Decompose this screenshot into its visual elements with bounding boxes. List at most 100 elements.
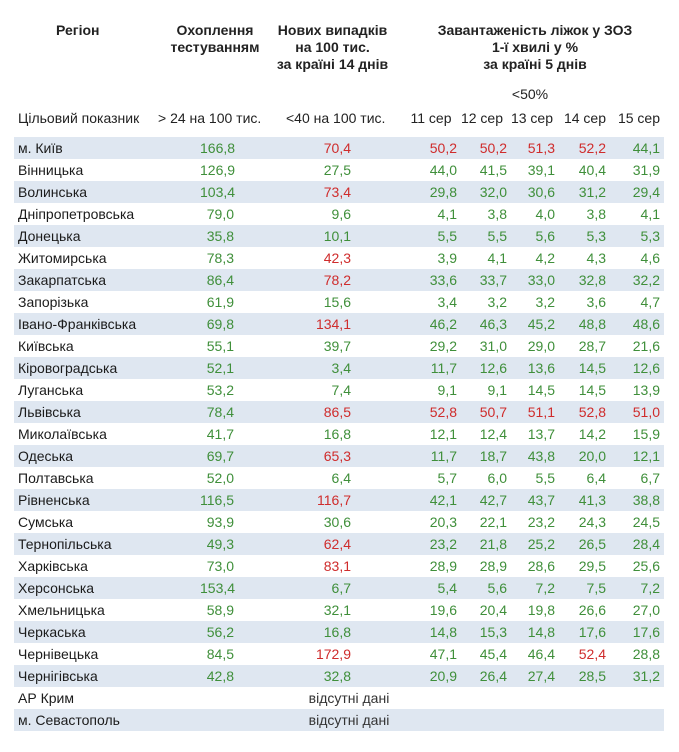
bed-occupancy-value: 5,5 (437, 228, 457, 244)
bed-occupancy-value: 28,9 (479, 558, 507, 574)
bed-occupancy-value: 24,5 (632, 514, 660, 530)
bed-occupancy-value: 28,8 (632, 646, 660, 662)
bed-occupancy-value: 29,8 (429, 184, 457, 200)
table-row: Сумська 93,9 30,6 20,3 22,1 23,2 24,3 24,5 (14, 511, 664, 533)
bed-occupancy-value: 41,3 (578, 492, 606, 508)
new-cases-value: 39,7 (323, 338, 351, 354)
table-row: Луганська 53,2 7,4 9,1 9,1 14,5 14,5 13,9 (14, 379, 664, 401)
testing-value: 93,9 (206, 514, 234, 530)
table-row: Кіровоградська 52,1 3,4 11,7 12,6 13,6 14,5 12,… (14, 357, 664, 379)
table-body: м. Київ 166,8 70,4 50,2 50,2 51,3 52,2 44,1 Вінн… (14, 137, 664, 731)
bed-occupancy-value: 3,9 (437, 250, 457, 266)
bed-occupancy-value: 51,0 (632, 404, 660, 420)
testing-value: 153,4 (200, 580, 236, 596)
bed-occupancy-value: 31,2 (578, 184, 606, 200)
region-name: Херсонська (18, 580, 95, 596)
bed-occupancy-value: 43,7 (527, 492, 555, 508)
header-cases-line: за країні 14 днів (276, 56, 389, 72)
bed-occupancy-value: 41,5 (479, 162, 507, 178)
bed-occupancy-value: 4,0 (535, 206, 555, 222)
bed-occupancy-value: 4,1 (437, 206, 457, 222)
bed-occupancy-value: 17,6 (578, 624, 606, 640)
bed-occupancy-value: 5,7 (437, 470, 457, 486)
bed-occupancy-value: 52,2 (578, 140, 606, 156)
bed-occupancy-value: 6,4 (586, 470, 606, 486)
bed-occupancy-value: 29,4 (632, 184, 660, 200)
bed-occupancy-value: 5,5 (487, 228, 507, 244)
testing-value: 79,0 (206, 206, 234, 222)
bed-occupancy-value: 32,2 (632, 272, 660, 288)
header-beds-line: 1-ї хвилі у % (491, 39, 579, 55)
bed-occupancy-value: 17,6 (632, 624, 660, 640)
testing-value: 78,3 (206, 250, 234, 266)
new-cases-value: 65,3 (323, 448, 351, 464)
table-row: Херсонська 153,4 6,7 5,4 5,6 7,2 7,5 7,2 (14, 577, 664, 599)
bed-occupancy-value: 5,5 (535, 470, 555, 486)
table-row: Рівненська 116,5 116,7 42,1 42,7 43,7 41,3 38,8 (14, 489, 664, 511)
bed-occupancy-value: 46,2 (429, 316, 457, 332)
bed-occupancy-value: 3,8 (586, 206, 606, 222)
table-row: Вінницька 126,9 27,5 44,0 41,5 39,1 40,4 31,9 (14, 159, 664, 181)
bed-occupancy-value: 28,7 (578, 338, 606, 354)
bed-occupancy-value: 32,8 (578, 272, 606, 288)
bed-occupancy-value: 6,0 (487, 470, 507, 486)
bed-occupancy-value: 28,4 (632, 536, 660, 552)
bed-occupancy-value: 39,1 (527, 162, 555, 178)
bed-occupancy-value: 22,1 (479, 514, 507, 530)
bed-occupancy-value: 13,6 (527, 360, 555, 376)
bed-occupancy-value: 46,4 (527, 646, 555, 662)
region-name: Волинська (18, 184, 88, 200)
region-name: Закарпатська (18, 272, 107, 288)
bed-occupancy-value: 13,9 (632, 382, 660, 398)
header-cases-line: на 100 тис. (295, 39, 370, 55)
bed-occupancy-value: 15,9 (632, 426, 660, 442)
new-cases-value: 10,1 (323, 228, 351, 244)
bed-occupancy-value: 42,7 (479, 492, 507, 508)
table-row: м. Київ 166,8 70,4 50,2 50,2 51,3 52,2 44,1 (14, 137, 664, 159)
bed-occupancy-value: 14,2 (578, 426, 606, 442)
bed-occupancy-value: 19,8 (527, 602, 555, 618)
header-testing-line: тестуванням (170, 39, 260, 55)
new-cases-value: 15,6 (323, 294, 351, 310)
subheader-day: 11 сер (410, 110, 452, 126)
table-row: Тернопільська 49,3 62,4 23,2 21,8 25,2 26,5 28,… (14, 533, 664, 555)
bed-occupancy-value: 28,6 (527, 558, 555, 574)
table-row: Запорізька 61,9 15,6 3,4 3,2 3,2 3,6 4,7 (14, 291, 664, 313)
bed-occupancy-value: 27,4 (527, 668, 555, 684)
bed-occupancy-value: 48,8 (578, 316, 606, 332)
bed-occupancy-value: 45,2 (527, 316, 555, 332)
bed-occupancy-value: 14,5 (527, 382, 555, 398)
new-cases-value: 134,1 (315, 316, 351, 332)
region-name: Київська (18, 338, 74, 354)
bed-occupancy-value: 12,4 (479, 426, 507, 442)
subheader-day: 12 сер (460, 110, 504, 126)
table-row: Житомирська 78,3 42,3 3,9 4,1 4,2 4,3 4,6 (14, 247, 664, 269)
bed-occupancy-value: 50,2 (479, 140, 507, 156)
testing-value: 49,3 (206, 536, 234, 552)
bed-occupancy-value: 33,6 (429, 272, 457, 288)
no-data-note: відсутні дані (308, 690, 390, 706)
bed-occupancy-value: 48,6 (632, 316, 660, 332)
bed-occupancy-value: 52,8 (429, 404, 457, 420)
region-name: Чернівецька (18, 646, 99, 662)
region-name: Житомирська (18, 250, 107, 266)
new-cases-value: 116,7 (317, 492, 351, 508)
header-cases-line: Нових випадків (277, 22, 388, 38)
new-cases-value: 78,2 (323, 272, 351, 288)
region-name: Донецька (18, 228, 81, 244)
subheader-testing-target: > 24 на 100 тис. (158, 110, 262, 126)
bed-occupancy-value: 5,3 (640, 228, 660, 244)
bed-occupancy-value: 50,7 (479, 404, 507, 420)
testing-value: 103,4 (200, 184, 236, 200)
subheader-target: Цільовий показник (18, 110, 140, 126)
bed-occupancy-value: 7,5 (586, 580, 606, 596)
bed-occupancy-value: 46,3 (479, 316, 507, 332)
bed-occupancy-value: 25,2 (527, 536, 555, 552)
bed-occupancy-value: 18,7 (479, 448, 507, 464)
bed-occupancy-value: 5,4 (437, 580, 457, 596)
table-row: АР Крим відсутні дані (14, 687, 664, 709)
table-row: Харківська 73,0 83,1 28,9 28,9 28,6 29,5 25,6 (14, 555, 664, 577)
region-name: Львівська (18, 404, 81, 420)
bed-occupancy-value: 31,2 (632, 668, 660, 684)
